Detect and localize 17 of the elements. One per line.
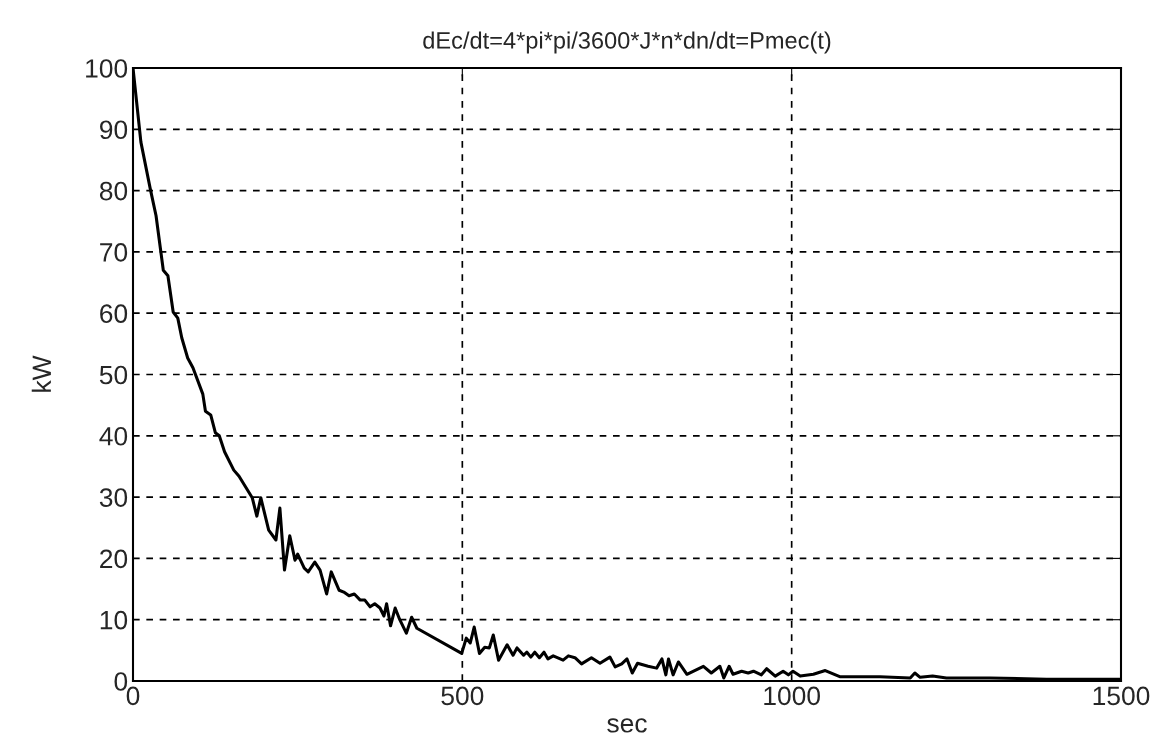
y-tick-label: 20 (100, 549, 128, 569)
y-tick-label: 10 (100, 610, 128, 630)
y-tick-label: 40 (99, 426, 128, 446)
y-tick-label: 80 (99, 181, 128, 201)
y-tick-label: 0 (114, 672, 128, 691)
y-tick-label: 30 (99, 488, 128, 507)
y-axis-title: kW (31, 355, 51, 392)
x-tick-label: 1000 (764, 686, 820, 706)
x-tick-label: 500 (441, 686, 484, 706)
y-tick-label: 50 (99, 365, 128, 385)
x-tick-label: 1500 (1093, 686, 1150, 706)
chart-title: dEc/dt=4*pi*pi/3600*J*n*dn/dt=Pmec(t) (423, 31, 831, 54)
y-tick-label: 90 (100, 120, 128, 140)
y-tick-label: 70 (100, 243, 128, 262)
y-tick-label: 60 (100, 304, 128, 324)
x-axis-title: sec (607, 718, 647, 733)
y-tick-label: 100 (86, 59, 128, 78)
